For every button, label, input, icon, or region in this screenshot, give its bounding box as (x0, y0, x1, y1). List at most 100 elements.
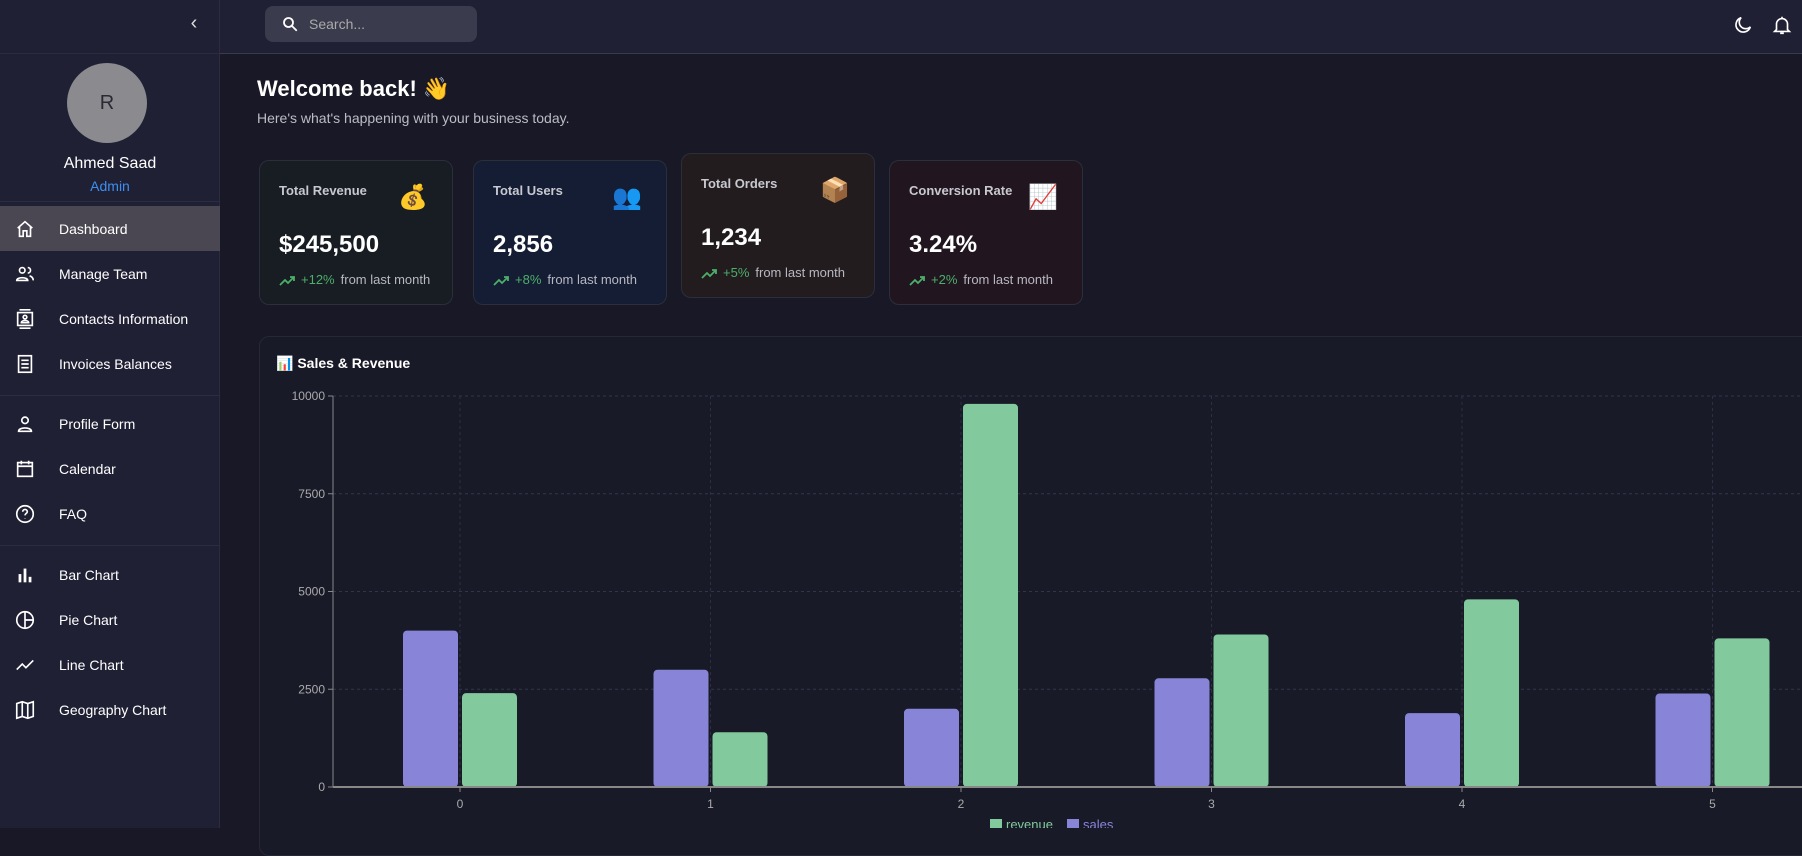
stat-card-change: +2% from last month (909, 272, 1053, 287)
divider (0, 545, 220, 546)
receipt-icon (17, 354, 33, 373)
stat-card-value: 3.24% (909, 231, 978, 258)
stat-card-icon: 📈 (1028, 184, 1058, 211)
sidebar-item-pie-chart[interactable]: Pie Chart (0, 597, 220, 642)
sidebar-item-label: FAQ (59, 505, 88, 522)
stat-card-value: 1,234 (701, 224, 762, 251)
bar-revenue (963, 403, 1018, 787)
dark-mode-icon[interactable] (1732, 14, 1754, 36)
stat-card-title: Total Orders (701, 176, 778, 191)
search-input[interactable] (309, 16, 459, 32)
x-tick-label: 4 (1459, 797, 1466, 811)
x-tick-label: 3 (1208, 797, 1215, 811)
user-role: Admin (90, 178, 130, 194)
sidebar-item-profile-form[interactable]: Profile Form (0, 401, 220, 446)
help-icon (15, 504, 35, 523)
y-tick-label: 5000 (298, 585, 325, 599)
stat-card-note: from last month (547, 272, 637, 287)
stat-card-change: +12% from last month (279, 272, 430, 287)
stat-card-icon: 💰 (398, 184, 428, 211)
sidebar-item-label: Profile Form (59, 415, 136, 432)
page-subtitle: Here's what's happening with your busine… (257, 110, 570, 126)
stat-card-value: $245,500 (279, 231, 380, 258)
trending-up-icon (493, 275, 509, 286)
legend-swatch-sales (1067, 819, 1079, 828)
legend-swatch-revenue (990, 819, 1002, 828)
stat-card-note: from last month (963, 272, 1053, 287)
sidebar: ‹ R Ahmed Saad Admin Dashboard Manage Te… (0, 0, 220, 828)
home-icon (17, 220, 33, 237)
sidebar-item-label: Invoices Balances (59, 355, 172, 372)
bar-revenue (462, 693, 517, 787)
sidebar-item-label: Contacts Information (59, 310, 189, 327)
bar-sales (1655, 693, 1711, 787)
bar-chart-icon (18, 568, 32, 582)
stat-card-note: from last month (755, 265, 845, 280)
sidebar-item-contacts[interactable]: Contacts Information (0, 296, 220, 341)
pie-chart-icon (15, 610, 35, 629)
stat-card: Total Orders 📦 1,234 +5% from last month (681, 153, 875, 298)
stat-card-note: from last month (340, 272, 431, 287)
stat-card-change-value: +8% (515, 272, 542, 287)
stat-card-change-value: +2% (931, 272, 958, 287)
bar-sales (403, 630, 458, 787)
stat-card-value: 2,856 (493, 231, 554, 258)
bar-sales (653, 669, 709, 787)
user-name: Ahmed Saad (63, 155, 157, 172)
trending-up-icon (701, 268, 717, 279)
chart-title: 📊 Sales & Revenue (276, 355, 411, 371)
stat-card-change-value: +5% (723, 265, 750, 280)
search-icon (283, 17, 298, 32)
sidebar-item-label: Pie Chart (59, 611, 118, 628)
bar-sales (904, 708, 959, 787)
stat-card: Total Users 👥 2,856 +8% from last month (473, 160, 667, 305)
sidebar-item-dashboard[interactable]: Dashboard (0, 206, 220, 251)
sidebar-item-faq[interactable]: FAQ (0, 491, 220, 536)
person-icon (17, 415, 33, 432)
divider (0, 201, 220, 202)
stat-card: Conversion Rate 📈 3.24% +2% from last mon… (889, 160, 1083, 305)
x-tick-label: 0 (457, 797, 464, 811)
stat-card-icon: 👥 (612, 184, 642, 211)
legend-label-revenue: revenue (1006, 817, 1053, 828)
trending-up-icon (279, 275, 295, 286)
bar-revenue (712, 732, 768, 787)
notifications-icon[interactable] (1771, 14, 1793, 36)
page-title: Welcome back! 👋 (257, 76, 451, 101)
bar-revenue (1213, 634, 1269, 787)
avatar[interactable]: R (67, 63, 147, 143)
y-tick-label: 0 (318, 780, 325, 794)
legend-label-sales: sales (1083, 817, 1114, 828)
chevron-left-icon[interactable]: ‹ (190, 12, 198, 34)
sidebar-header (0, 0, 220, 54)
stat-card-icon: 📦 (820, 177, 850, 204)
bar-revenue (1714, 638, 1770, 787)
map-icon (15, 700, 35, 719)
sidebar-item-label: Calendar (59, 460, 116, 477)
sidebar-item-label: Dashboard (59, 220, 128, 237)
x-tick-label: 5 (1709, 797, 1716, 811)
sidebar-item-invoices[interactable]: Invoices Balances (0, 341, 220, 386)
y-tick-label: 2500 (298, 682, 325, 696)
trending-up-icon (909, 275, 925, 286)
sidebar-item-label: Geography Chart (59, 701, 167, 718)
sidebar-item-geography-chart[interactable]: Geography Chart (0, 687, 220, 732)
y-tick-label: 10000 (292, 389, 326, 403)
stat-card-title: Total Users (493, 183, 563, 198)
sidebar-item-manage-team[interactable]: Manage Team (0, 251, 220, 296)
divider (0, 395, 220, 396)
topbar (220, 0, 1802, 54)
sidebar-item-bar-chart[interactable]: Bar Chart (0, 552, 220, 597)
calendar-icon (16, 460, 34, 477)
sidebar-item-label: Manage Team (59, 265, 148, 282)
y-tick-label: 7500 (298, 487, 325, 501)
contacts-icon (16, 308, 34, 329)
search-bar[interactable] (265, 6, 477, 42)
sidebar-item-calendar[interactable]: Calendar (0, 446, 220, 491)
stat-card-title: Conversion Rate (909, 183, 1013, 198)
sales-revenue-bar-chart: 0 2500 5000 7500 10000 0 1 2 3 4 5 revenue sales (292, 389, 1802, 828)
sidebar-item-line-chart[interactable]: Line Chart (0, 642, 220, 687)
stat-card: Total Revenue 💰 $245,500 +12% from last m… (259, 160, 453, 305)
x-tick-label: 1 (707, 797, 714, 811)
line-chart-icon (16, 659, 34, 670)
